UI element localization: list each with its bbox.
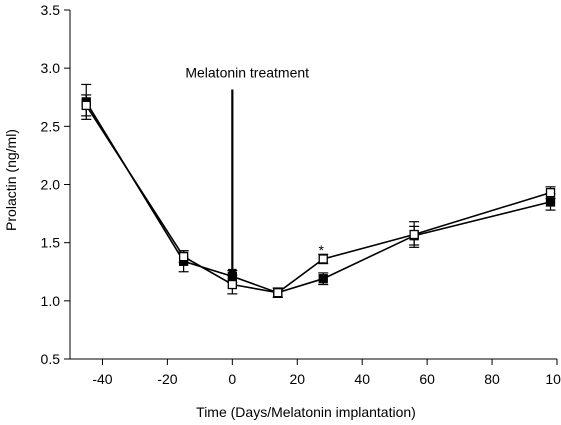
- y-tick-label: 2.0: [41, 177, 61, 193]
- significance-asterisk: *: [319, 242, 325, 258]
- x-tick-label: 100: [545, 371, 561, 387]
- data-point-open: [318, 254, 328, 264]
- axes: [69, 10, 557, 360]
- series-1: [81, 83, 556, 298]
- y-tick-label: 1.5: [41, 235, 61, 251]
- melatonin-treatment-label: Melatonin treatment: [185, 64, 309, 80]
- series-layer: [81, 83, 556, 298]
- data-point-open: [81, 100, 91, 111]
- x-tick-label: 0: [228, 371, 236, 387]
- x-tick-label: 40: [354, 371, 370, 387]
- x-tick-label: -40: [92, 371, 112, 387]
- data-point-filled: [318, 274, 328, 284]
- x-tick-label: 60: [419, 371, 435, 387]
- y-tick-label: 0.5: [41, 351, 61, 367]
- x-tick-label: 80: [484, 371, 500, 387]
- data-point-open: [273, 288, 283, 298]
- data-point-open: [409, 229, 419, 240]
- treatment-arrow-head: [227, 268, 237, 280]
- data-point-open: [227, 279, 237, 290]
- x-axis-title: Time (Days/Melatonin implantation): [196, 404, 416, 420]
- x-ticks: -40 -20 0 20 40 60 80 100: [92, 359, 561, 387]
- y-ticks: 0.5 1.0 1.5 2.0 2.5 3.0 3.5: [41, 2, 70, 367]
- y-tick-label: 3.5: [41, 2, 61, 18]
- series-2: [81, 94, 556, 298]
- data-point-filled: [545, 197, 556, 207]
- x-tick-label: -20: [157, 371, 177, 387]
- y-tick-label: 1.0: [41, 293, 61, 309]
- series-line: [85, 104, 551, 294]
- data-point-open: [178, 251, 189, 262]
- y-axis-title: Prolactin (ng/ml): [3, 129, 19, 231]
- y-tick-label: 3.0: [41, 60, 61, 76]
- x-tick-label: 20: [289, 371, 305, 387]
- annotation-layer: Melatonin treatment *: [185, 64, 325, 280]
- y-tick-label: 2.5: [41, 118, 61, 134]
- data-point-open: [545, 187, 556, 198]
